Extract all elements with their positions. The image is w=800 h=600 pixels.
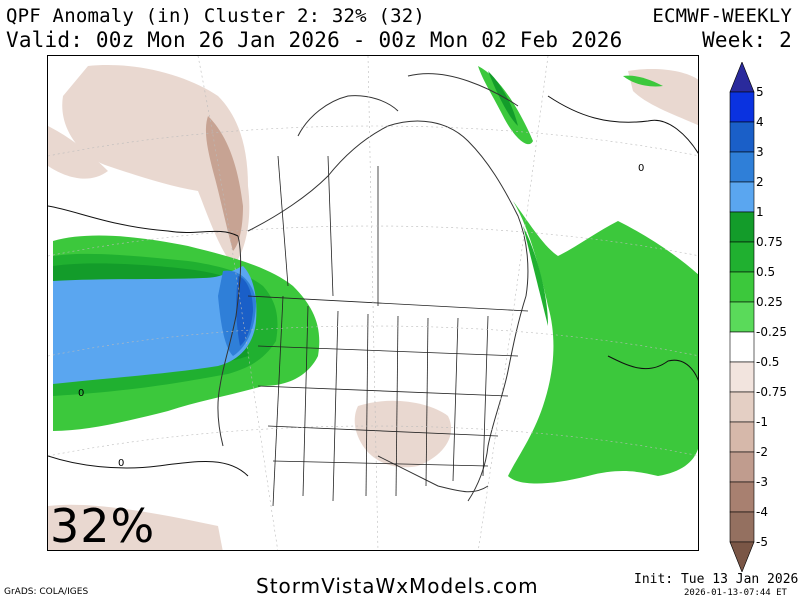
colorbar-swatch [729,451,755,483]
colorbar-swatch [729,271,755,303]
map-title: QPF Anomaly (in) Cluster 2: 32% (32) [6,5,426,27]
colorbar-swatch [729,391,755,423]
colorbar-swatch [729,241,755,273]
footer-site: StormVistaWxModels.com [256,574,539,598]
colorbar-label: -0.75 [756,385,788,399]
colorbar-swatch [729,91,755,123]
colorbar-label: -3 [756,475,768,489]
footer-timestamp: 2026-01-13-07:44 ET [684,588,787,598]
colorbar-swatch [729,511,755,543]
wet-anomaly-atlantic [478,66,698,484]
colorbar-label: -2 [756,445,768,459]
colorbar-swatch [729,421,755,453]
coastlines [217,73,529,502]
colorbar-label: 4 [756,115,764,129]
map-panel: 0 0 0 [47,55,699,551]
footer-credit: GrADS: COLA/IGES [4,587,89,597]
colorbar-label: 0.75 [756,235,783,249]
model-name: ECMWF-WEEKLY [652,5,792,27]
colorbar-swatch [729,481,755,513]
colorbar-label: 1 [756,205,764,219]
dry-core [205,116,243,251]
colorbar-swatch [729,181,755,213]
colorbar-label: 2 [756,175,764,189]
contour-label: 0 [638,163,644,174]
colorbar-label: -0.5 [756,355,780,369]
map-canvas: 0 0 0 [48,56,698,550]
contour-label: 0 [118,458,124,469]
colorbar-arrow-bottom [729,541,755,572]
political-borders [247,155,529,507]
colorbar-label: 3 [756,145,764,159]
colorbar-swatch [729,361,755,393]
colorbar-label: -0.25 [756,325,788,339]
contour-label: 0 [78,388,84,399]
zero-contour [48,95,698,477]
week-label: Week: 2 [702,28,792,52]
colorbar-label: 0.25 [756,295,783,309]
graticule [48,56,698,550]
colorbar-swatch [729,151,755,183]
colorbar-label: -4 [756,505,768,519]
colorbar-arrow-top [729,62,755,93]
cluster-percent: 32% [50,499,156,553]
footer-init: Init: Tue 13 Jan 2026 [634,572,799,587]
valid-period: Valid: 00z Mon 26 Jan 2026 - 00z Mon 02 … [6,28,623,52]
colorbar-label: -5 [756,535,768,549]
colorbar-label: 5 [756,85,764,99]
colorbar-swatch [729,121,755,153]
colorbar-swatch [729,331,755,363]
colorbar [729,62,755,572]
wet-anomaly-pacific [53,235,320,431]
colorbar-swatch [729,211,755,243]
colorbar-label: 0.5 [756,265,776,279]
colorbar-label: -1 [756,415,768,429]
colorbar-swatch [729,301,755,333]
